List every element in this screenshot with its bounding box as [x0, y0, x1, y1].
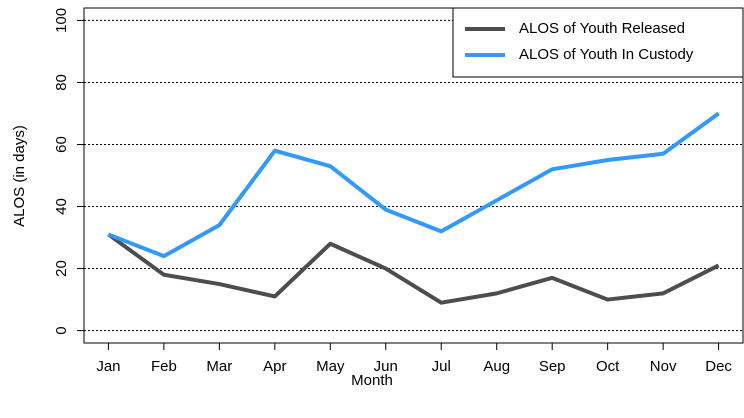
y-tick-label: 60: [53, 136, 70, 153]
x-tick-label: Jun: [374, 358, 398, 375]
y-tick-label: 40: [53, 198, 70, 215]
series-line: [107, 111, 720, 259]
x-tick-label: May: [316, 358, 345, 375]
x-tick-label: Jan: [96, 358, 120, 375]
y-tick-label: 0: [53, 326, 70, 334]
x-tick-label: Feb: [151, 358, 177, 375]
y-tick-label: 80: [53, 74, 70, 91]
x-axis-label: Month: [351, 372, 393, 389]
x-tick-label: Apr: [263, 358, 286, 375]
legend-label: ALOS of Youth Released: [519, 20, 685, 37]
y-tick-label: 100: [53, 8, 70, 33]
plot-box: [83, 7, 744, 344]
x-tick-label: Dec: [705, 358, 732, 375]
x-tick-label: Nov: [650, 358, 677, 375]
y-axis-label: ALOS (in days): [11, 125, 28, 227]
legend-label: ALOS of Youth In Custody: [519, 46, 694, 63]
x-tick-label: Aug: [483, 358, 510, 375]
x-tick-label: Mar: [206, 358, 232, 375]
x-tick-label: Jul: [432, 358, 451, 375]
x-tick-label: Oct: [596, 358, 620, 375]
y-tick-label: 20: [53, 260, 70, 277]
series-line: [107, 232, 720, 305]
x-tick-label: Sep: [539, 358, 566, 375]
legend-box: [452, 7, 744, 78]
